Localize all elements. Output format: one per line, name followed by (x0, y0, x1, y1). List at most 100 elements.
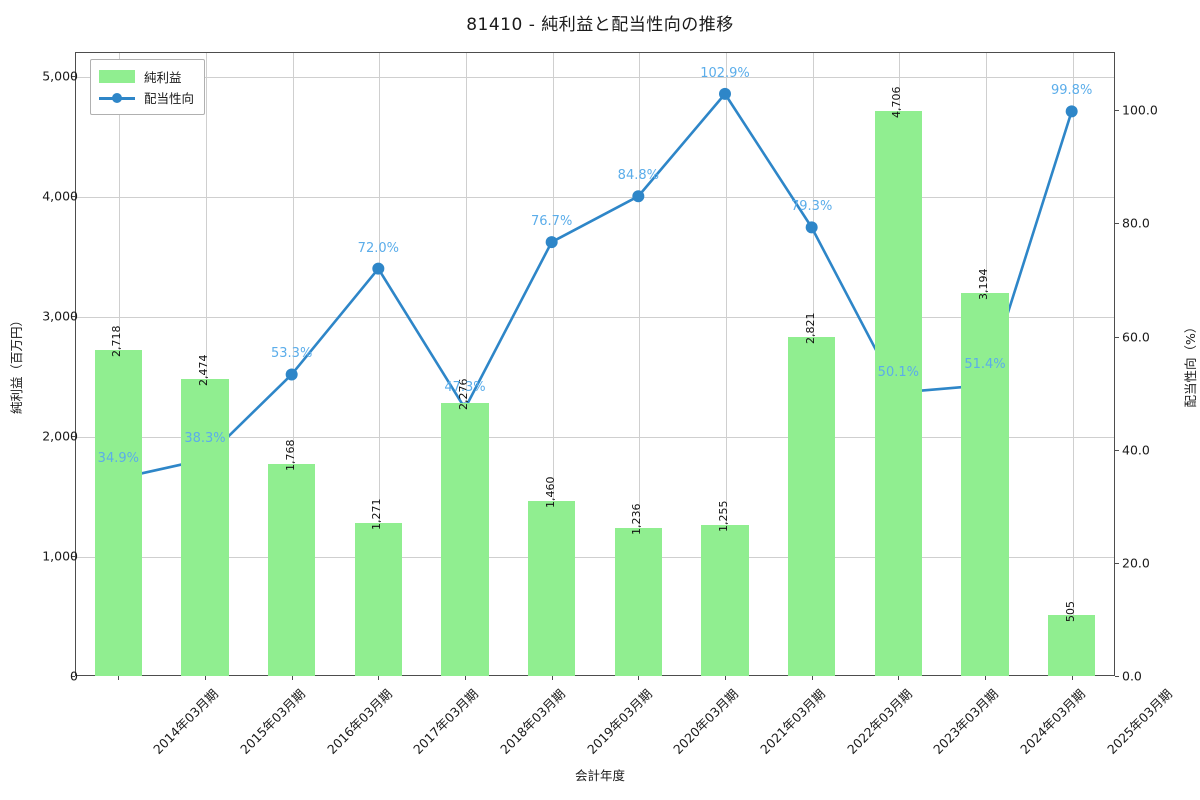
y-axis-left-label: 純利益（百万円） (9, 313, 24, 415)
legend-label-net-income: 純利益 (144, 70, 182, 85)
x-axis-tickmark (898, 676, 900, 680)
legend-bar-swatch-icon (99, 70, 135, 83)
x-axis-tickmark (811, 676, 813, 680)
y-axis-right-tick-label: 20.0 (1122, 555, 1150, 571)
legend-item-net-income: 純利益 (99, 66, 194, 87)
y-axis-left-tickmark (71, 196, 75, 197)
y-axis-left-tickmark (71, 556, 75, 557)
line-value-label: 76.7% (531, 214, 573, 230)
x-axis-tickmark (638, 676, 640, 680)
y-axis-left-tick-label: 5,000 (42, 68, 78, 84)
y-axis-left-tick-label: 1,000 (42, 548, 78, 564)
y-axis-left-tick-label: 2,000 (42, 428, 78, 444)
bar (527, 500, 576, 676)
bar-value-label: 2,718 (110, 325, 124, 357)
bar (961, 292, 1009, 676)
bar (701, 525, 749, 676)
y-axis-right-tick-label: 100.0 (1122, 102, 1158, 118)
y-axis-right-tickmark (1115, 223, 1119, 225)
y-axis-right-tickmark (1115, 676, 1119, 677)
bar-value-label: 505 (1063, 601, 1077, 623)
line-marker (805, 221, 818, 234)
line-marker (632, 190, 645, 203)
legend-line-marker-icon (99, 91, 135, 104)
x-axis-tickmark (291, 676, 293, 680)
bar (1047, 615, 1096, 676)
bar (267, 463, 316, 676)
line-value-label: 102.9% (700, 65, 750, 81)
y-axis-left-tickmark (71, 676, 75, 677)
line-value-label: 99.8% (1051, 83, 1093, 99)
bar (874, 111, 923, 676)
bar-value-label: 1,460 (543, 476, 557, 508)
bar-value-label: 1,271 (370, 498, 384, 531)
gridline-vertical (292, 53, 294, 675)
gridline-horizontal (76, 197, 1114, 198)
gridline-vertical (466, 53, 467, 675)
bar-value-label: 3,194 (977, 268, 990, 300)
line-value-label: 84.8% (617, 168, 659, 184)
y-axis-left-tick-label: 4,000 (42, 188, 78, 204)
y-axis-right-tickmark (1115, 562, 1119, 564)
gridline-vertical (206, 53, 207, 675)
bar-value-label: 1,768 (283, 439, 297, 471)
bar-value-label: 1,236 (630, 503, 644, 535)
line-marker (719, 87, 731, 100)
x-axis-tickmark (118, 676, 120, 680)
line-value-label: 38.3% (184, 431, 226, 447)
gridline-vertical (1072, 53, 1074, 675)
bar-value-label: 2,821 (803, 312, 817, 345)
x-axis-tickmark (551, 676, 553, 680)
bar (181, 379, 229, 676)
legend-label-payout-ratio: 配当性向 (144, 91, 195, 106)
y-axis-left-tick-label: 0 (70, 668, 78, 684)
y-axis-right-tick-label: 40.0 (1122, 442, 1150, 458)
bar (787, 337, 836, 676)
y-axis-right-tickmark (1115, 336, 1119, 338)
y-axis-right-tick-label: 80.0 (1122, 215, 1150, 231)
y-axis-left-tick-label: 3,000 (42, 308, 78, 324)
bar-value-label: 2,474 (197, 354, 210, 387)
x-axis-tickmark (205, 676, 206, 680)
gridline-horizontal (76, 77, 1114, 78)
gridline-horizontal (76, 437, 1114, 438)
bar (614, 527, 663, 676)
y-axis-left-tickmark (71, 316, 75, 317)
y-axis-right-tick-label: 0.0 (1122, 668, 1142, 684)
line-marker (1065, 105, 1078, 118)
bar-value-label: 4,706 (890, 86, 904, 119)
line-marker (285, 368, 298, 381)
line-value-label: 53.3% (271, 346, 313, 362)
gridline-horizontal (76, 557, 1114, 558)
chart-legend: 純利益 配当性向 (90, 59, 206, 115)
line-marker (545, 236, 558, 249)
y-axis-right-tickmark (1115, 110, 1119, 112)
bar (94, 349, 143, 676)
x-axis-tickmark (378, 676, 380, 680)
y-axis-left-tickmark (71, 436, 75, 437)
legend-item-payout-ratio: 配当性向 (99, 87, 194, 108)
gridline-vertical (379, 53, 381, 675)
y-axis-left-tickmark (71, 76, 75, 77)
chart-title: 81410 - 純利益と配当性向の推移 (466, 15, 734, 35)
x-axis-tickmark (465, 676, 466, 680)
bar-value-label: 1,255 (717, 500, 730, 533)
gridline-vertical (726, 53, 727, 675)
line-value-label: 51.4% (964, 357, 1006, 373)
y-axis-right-tickmark (1115, 449, 1119, 451)
line-value-label: 79.3% (791, 199, 833, 215)
gridline-vertical (552, 53, 554, 675)
y-axis-right-label: 配当性向（%） (1183, 320, 1198, 408)
line-value-label: 50.1% (877, 364, 919, 380)
line-value-label: 72.0% (357, 240, 399, 256)
gridline-horizontal (76, 317, 1114, 318)
bar (441, 402, 489, 676)
x-axis-tickmark (985, 676, 986, 680)
x-axis-tickmark (1071, 676, 1073, 680)
bar (354, 523, 403, 676)
x-axis-tickmark (725, 676, 726, 680)
gridline-vertical (639, 53, 641, 675)
x-axis-label: 会計年度 (574, 768, 625, 783)
